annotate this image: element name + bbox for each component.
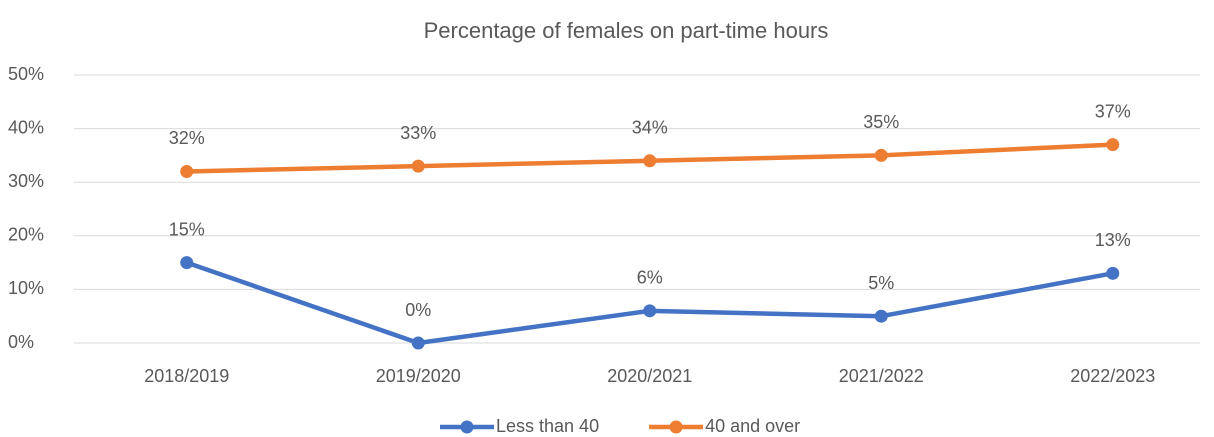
legend-label: 40 and over xyxy=(705,416,800,436)
data-label: 34% xyxy=(632,118,668,138)
point xyxy=(180,164,194,178)
data-label: 15% xyxy=(169,219,205,239)
x-tick-label: 2020/2021 xyxy=(607,366,692,386)
x-tick-label: 2021/2022 xyxy=(839,366,924,386)
legend-marker xyxy=(669,420,683,434)
data-label: 0% xyxy=(405,300,431,320)
data-label: 37% xyxy=(1095,101,1131,121)
point xyxy=(411,159,425,173)
x-tick-label: 2022/2023 xyxy=(1070,366,1155,386)
point xyxy=(1106,138,1120,152)
legend-label: Less than 40 xyxy=(496,416,599,436)
point xyxy=(1106,266,1120,280)
y-tick-label: 20% xyxy=(8,225,44,245)
point xyxy=(643,154,657,168)
point xyxy=(643,304,657,318)
legend-marker xyxy=(460,420,474,434)
data-label: 5% xyxy=(868,273,894,293)
data-label: 32% xyxy=(169,128,205,148)
data-label: 6% xyxy=(637,268,663,288)
point xyxy=(874,309,888,323)
y-tick-label: 40% xyxy=(8,117,44,137)
y-tick-label: 30% xyxy=(8,171,44,191)
data-label: 33% xyxy=(400,123,436,143)
chart-title: Percentage of females on part-time hours xyxy=(424,18,829,43)
data-label: 35% xyxy=(863,112,899,132)
x-tick-label: 2018/2019 xyxy=(144,366,229,386)
point xyxy=(411,336,425,350)
point xyxy=(180,256,194,270)
data-label: 13% xyxy=(1095,230,1131,250)
y-tick-label: 0% xyxy=(8,332,34,352)
x-tick-label: 2019/2020 xyxy=(376,366,461,386)
y-tick-label: 10% xyxy=(8,278,44,298)
y-tick-label: 50% xyxy=(8,64,44,84)
point xyxy=(874,148,888,162)
